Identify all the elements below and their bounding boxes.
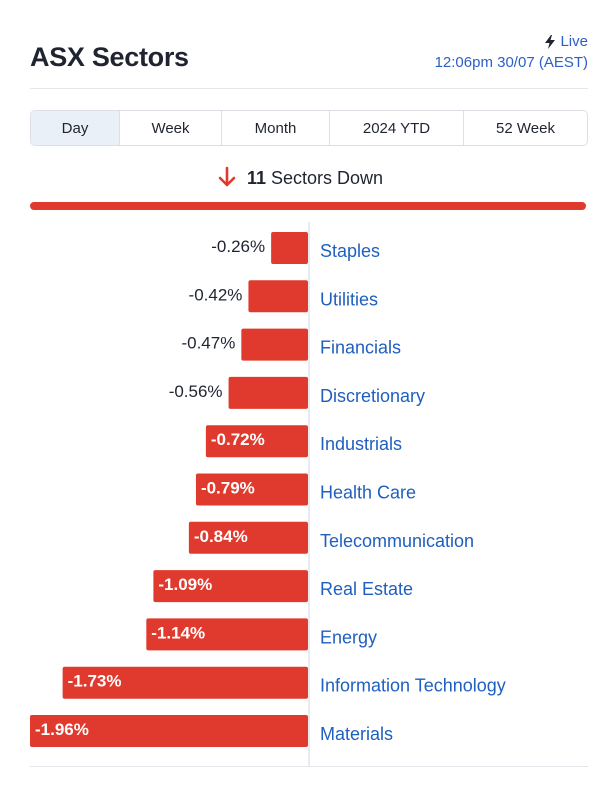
data-label: -1.73% — [68, 672, 122, 691]
timestamp: 12:06pm 30/07 (AEST) — [434, 54, 588, 71]
data-label: -0.26% — [211, 237, 265, 256]
header: ASX Sectors Live 12:06pm 30/07 (AEST) — [30, 33, 590, 88]
sector-link[interactable]: Industrials — [320, 434, 402, 454]
data-label: -0.42% — [189, 285, 243, 304]
bar[interactable] — [62, 666, 308, 699]
down-arrow-icon — [218, 166, 236, 187]
bottom-divider — [30, 766, 588, 767]
bar[interactable] — [153, 570, 308, 603]
bar[interactable] — [30, 715, 308, 747]
data-label: -0.47% — [181, 334, 235, 353]
tab-day[interactable]: Day — [31, 111, 120, 145]
sectors-down-bar — [30, 202, 586, 210]
sector-link[interactable]: Utilities — [320, 289, 378, 309]
tab-52-week[interactable]: 52 Week — [496, 119, 555, 137]
sector-link[interactable]: Telecommunication — [320, 531, 474, 551]
bar[interactable] — [228, 376, 308, 409]
bar[interactable] — [188, 521, 308, 554]
sector-bar-chart: -0.26% Staples -0.42% Utilities -0.47% Financ… — [30, 222, 506, 767]
data-label: -0.72% — [211, 430, 265, 449]
live-indicator: Live — [544, 33, 588, 50]
live-label: Live — [560, 33, 588, 50]
sector-link[interactable]: Information Technology — [320, 676, 506, 696]
sectors-summary: 11 Sectors Down — [0, 166, 600, 189]
bar[interactable] — [241, 328, 308, 361]
sector-link[interactable]: Staples — [320, 241, 380, 261]
bar[interactable] — [248, 280, 308, 313]
tab-2024-ytd[interactable]: 2024 YTD — [330, 111, 464, 145]
period-tabs: Day Week Month 2024 YTD 52 Week — [30, 110, 588, 146]
sector-link[interactable]: Materials — [320, 724, 393, 744]
data-label: -0.56% — [169, 382, 223, 401]
sectors-down-count: 11 — [246, 168, 266, 188]
tab-month[interactable]: Month — [222, 111, 330, 145]
bar[interactable] — [271, 232, 308, 264]
page-title: ASX Sectors — [30, 42, 189, 72]
data-label: -0.79% — [201, 479, 255, 498]
data-label: -1.09% — [158, 575, 212, 594]
bar[interactable] — [195, 473, 308, 506]
sector-link[interactable]: Discretionary — [320, 386, 425, 406]
bar[interactable] — [205, 425, 308, 458]
lightning-bolt-icon — [545, 34, 556, 49]
sector-link[interactable]: Health Care — [320, 483, 416, 503]
sector-link[interactable]: Energy — [320, 627, 377, 647]
divider — [30, 88, 588, 89]
tab-week[interactable]: Week — [120, 111, 222, 145]
sector-link[interactable]: Financials — [320, 338, 401, 358]
data-label: -1.14% — [151, 623, 205, 642]
data-label: -1.96% — [35, 720, 89, 739]
sector-link[interactable]: Real Estate — [320, 579, 413, 599]
data-label: -0.84% — [194, 527, 248, 546]
bar[interactable] — [146, 618, 308, 651]
sectors-down-text: Sectors Down — [270, 168, 384, 188]
